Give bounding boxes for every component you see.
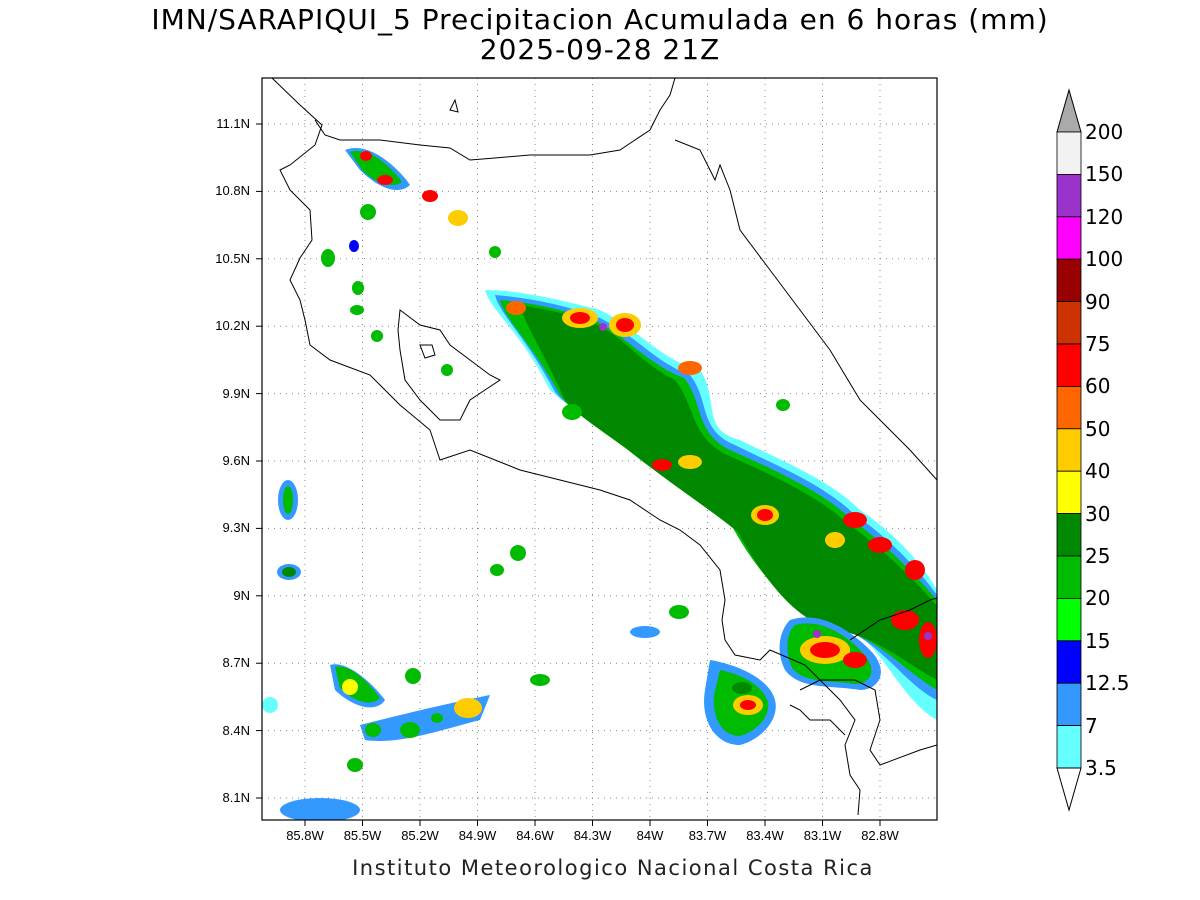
lon-label: 82.8W bbox=[861, 828, 899, 843]
colorbar-level-label: 75 bbox=[1085, 332, 1111, 356]
colorbar-segment bbox=[1056, 385, 1082, 430]
colorbar-level-label: 60 bbox=[1085, 374, 1111, 399]
colorbar-level-label: 30 bbox=[1085, 501, 1111, 526]
colorbar-level-label: 90 bbox=[1085, 289, 1111, 314]
colorbar-segment bbox=[1056, 513, 1082, 557]
lon-label: 83.4W bbox=[746, 828, 784, 843]
lon-label: 84.6W bbox=[516, 828, 554, 843]
colorbar-level-label: 7 bbox=[1085, 713, 1098, 738]
colorbar-segment bbox=[1056, 470, 1082, 515]
colorbar-level-label: 120 bbox=[1085, 204, 1124, 229]
precipitation-field bbox=[262, 148, 937, 820]
colorbar-level-label: 150 bbox=[1085, 162, 1124, 187]
colorbar-level-label: 25 bbox=[1085, 544, 1111, 568]
colorbar-level-label: 100 bbox=[1085, 247, 1124, 272]
colorbar-segment bbox=[1056, 725, 1082, 769]
lon-label: 84.3W bbox=[573, 828, 612, 843]
colorbar-min-arrow bbox=[1056, 767, 1082, 812]
colorbar-segment bbox=[1056, 173, 1082, 218]
lat-label: 10.5N bbox=[215, 250, 250, 266]
footer-credit: Instituto Meteorologico Nacional Costa R… bbox=[352, 856, 874, 880]
colorbar-segment bbox=[1056, 131, 1082, 175]
lon-label: 83.7W bbox=[688, 828, 727, 843]
lat-label: 9N bbox=[233, 587, 250, 603]
colorbar-segment bbox=[1056, 428, 1082, 472]
lon-label: 85.2W bbox=[401, 828, 439, 843]
axis-ticks bbox=[256, 123, 881, 826]
lat-label: 10.2N bbox=[215, 318, 250, 334]
lon-label: 83.1W bbox=[803, 828, 842, 843]
lat-label: 9.6N bbox=[222, 453, 250, 468]
lat-label: 9.9N bbox=[222, 385, 250, 401]
lon-label: 85.8W bbox=[286, 828, 324, 843]
colorbar-level-label: 12.5 bbox=[1085, 671, 1130, 696]
colorbar-segment bbox=[1056, 640, 1082, 684]
colorbar-level-label: 15 bbox=[1085, 628, 1111, 653]
colorbar-level-label: 20 bbox=[1085, 586, 1111, 611]
lon-label: 84W bbox=[636, 828, 664, 843]
colorbar-segment bbox=[1056, 258, 1082, 303]
lat-label: 8.4N bbox=[222, 722, 250, 738]
colorbar-level-label: 50 bbox=[1085, 416, 1111, 441]
map-gridlines bbox=[262, 78, 937, 820]
lat-label: 8.7N bbox=[222, 655, 250, 671]
colorbar-max-arrow bbox=[1056, 88, 1082, 133]
map-datetime: 2025-09-28 21Z bbox=[479, 33, 721, 66]
colorbar-segment bbox=[1056, 682, 1082, 727]
lon-label: 84.9W bbox=[458, 828, 497, 843]
lat-label: 8.1N bbox=[222, 790, 250, 805]
colorbar-segment bbox=[1056, 555, 1082, 599]
colorbar-level-label: 40 bbox=[1085, 459, 1111, 484]
colorbar-segment bbox=[1056, 216, 1082, 260]
lat-label: 10.8N bbox=[215, 183, 250, 199]
map-frame bbox=[261, 77, 938, 821]
lat-label: 11.1N bbox=[216, 116, 250, 131]
colorbar-segment bbox=[1056, 598, 1082, 642]
lat-label: 9.3N bbox=[222, 520, 250, 536]
lon-label: 85.5W bbox=[343, 828, 382, 843]
colorbar-segment bbox=[1056, 343, 1082, 387]
colorbar-level-label: 3.5 bbox=[1085, 756, 1117, 780]
map-title: IMN/SARAPIQUI_5 Precipitacion Acumulada … bbox=[151, 3, 1049, 36]
colorbar-level-label: 200 bbox=[1085, 120, 1124, 144]
coastline bbox=[271, 78, 937, 816]
colorbar-segment bbox=[1056, 301, 1082, 345]
colorbar bbox=[1056, 88, 1082, 812]
